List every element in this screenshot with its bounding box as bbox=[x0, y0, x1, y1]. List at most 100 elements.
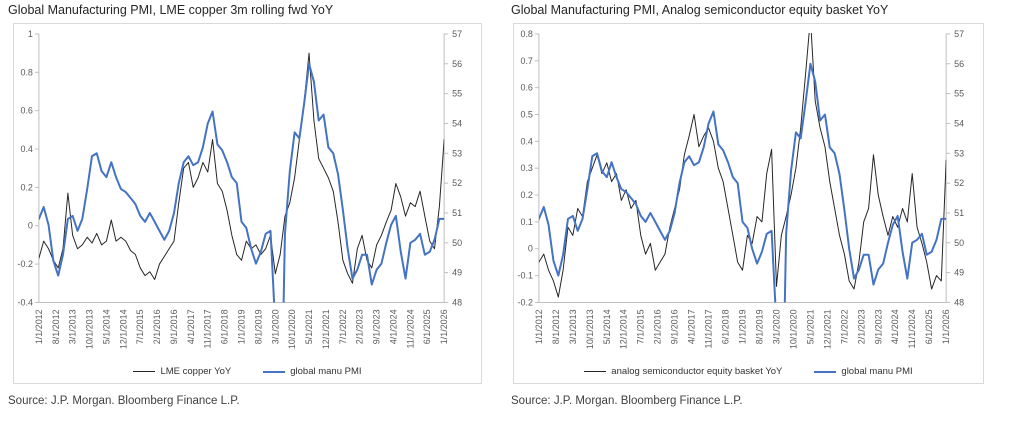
x-axis-tick-label: 1/1/2026 bbox=[439, 309, 449, 344]
left-axis-tick-label: 0.5 bbox=[520, 109, 532, 119]
x-axis-tick-label: 8/1/2012 bbox=[51, 309, 61, 344]
legend-item-analog: analog semiconductor equity basket YoY bbox=[584, 366, 782, 377]
x-axis-tick-label: 11/1/2017 bbox=[203, 309, 213, 348]
x-axis-tick-label: 4/1/2017 bbox=[687, 309, 697, 344]
chart-title-copper: Global Manufacturing PMI, LME copper 3m … bbox=[8, 3, 334, 17]
axes: 1 0.8 0.6 0.4 0.2 0 -0.2 -0.4 57 56 55 54 53 52 51 50 49… bbox=[18, 29, 463, 349]
series-line-analog-semiconductor-equity-basket-yoy bbox=[538, 32, 947, 298]
x-axis-tick-label: 6/1/2025 bbox=[924, 309, 934, 344]
x-axis-tick-label: 2/1/2023 bbox=[856, 309, 866, 344]
x-axis-tick-label: 2/1/2023 bbox=[355, 309, 365, 344]
left-axis-tick-label: 0 bbox=[28, 221, 33, 231]
legend-line-swatch-blue bbox=[814, 370, 837, 373]
left-axis-tick-label: 0.4 bbox=[520, 136, 532, 146]
x-axis-tick-label: 12/1/2014 bbox=[118, 309, 128, 349]
series-line-global-manu-pmi bbox=[538, 62, 947, 303]
x-axis-tick-label: 1/1/2019 bbox=[237, 309, 247, 344]
source-note-left: Source: J.P. Morgan. Bloomberg Finance L… bbox=[8, 395, 240, 407]
right-axis-tick-label: 48 bbox=[954, 297, 964, 307]
x-axis-tick-label: 1/1/2012 bbox=[34, 309, 44, 344]
right-axis-tick-label: 57 bbox=[954, 29, 964, 39]
left-axis-tick-label: 0.8 bbox=[520, 29, 532, 39]
chart-legend-copper: LME copper YoY global manu PMI bbox=[14, 366, 481, 377]
x-axis-tick-label: 10/1/2020 bbox=[287, 309, 297, 349]
legend-label-copper: LME copper YoY bbox=[160, 366, 232, 377]
right-axis-tick-label: 53 bbox=[452, 148, 462, 158]
x-axis-tick-label: 4/1/2024 bbox=[890, 309, 900, 344]
x-axis-tick-label: 12/1/2021 bbox=[321, 309, 331, 349]
right-axis-tick-label: 54 bbox=[452, 118, 462, 128]
right-axis-tick-label: 51 bbox=[452, 208, 462, 218]
chart-plot-copper: 1 0.8 0.6 0.4 0.2 0 -0.2 -0.4 57 56 55 54 53 52 51 50 49… bbox=[18, 29, 463, 349]
x-axis-tick-label: 9/1/2023 bbox=[372, 309, 382, 344]
x-axis-tick-label: 3/1/2013 bbox=[568, 309, 578, 344]
right-axis-tick-label: 51 bbox=[954, 208, 964, 218]
right-axis-tick-label: 56 bbox=[452, 59, 462, 69]
x-axis-tick-label: 5/1/2021 bbox=[304, 309, 314, 344]
left-axis-tick-label: 0.2 bbox=[520, 190, 532, 200]
x-axis-tick-label: 5/1/2014 bbox=[101, 309, 111, 344]
legend-item-copper: LME copper YoY bbox=[133, 366, 231, 377]
right-axis-tick-label: 53 bbox=[954, 148, 964, 158]
x-axis-tick-label: 6/1/2018 bbox=[721, 309, 731, 344]
x-axis-tick-label: 4/1/2017 bbox=[186, 309, 196, 344]
x-axis-tick-label: 6/1/2025 bbox=[422, 309, 432, 344]
x-axis-tick-label: 8/1/2019 bbox=[253, 309, 263, 344]
x-axis-tick-label: 3/1/2020 bbox=[771, 309, 781, 344]
x-axis-tick-label: 8/1/2012 bbox=[551, 309, 561, 344]
left-axis-tick-label: 0.3 bbox=[520, 163, 532, 173]
right-axis-tick-label: 48 bbox=[452, 297, 462, 307]
x-axis-tick-label: 11/1/2024 bbox=[405, 309, 415, 348]
series-line-lme-copper-yoy bbox=[38, 52, 445, 284]
left-axis-tick-label: 1 bbox=[28, 29, 33, 39]
left-axis-tick-label: -0.4 bbox=[18, 297, 33, 307]
x-axis-tick-label: 5/1/2014 bbox=[602, 309, 612, 344]
x-axis-tick-label: 3/1/2020 bbox=[270, 309, 280, 344]
left-axis-tick-label: 0 bbox=[528, 244, 533, 254]
legend-label-pmi: global manu PMI bbox=[290, 366, 362, 377]
x-axis-tick-label: 2/1/2016 bbox=[653, 309, 663, 344]
x-axis-tick-label: 11/1/2024 bbox=[907, 309, 917, 348]
right-axis-tick-label: 56 bbox=[954, 59, 964, 69]
left-axis-tick-label: 0.4 bbox=[20, 144, 32, 154]
x-axis-tick-label: 9/1/2016 bbox=[670, 309, 680, 344]
chart-title-analog: Global Manufacturing PMI, Analog semicon… bbox=[511, 3, 889, 17]
legend-item-pmi: global manu PMI bbox=[263, 366, 362, 377]
x-axis-tick-label: 10/1/2013 bbox=[85, 309, 95, 349]
x-axis-tick-label: 12/1/2021 bbox=[822, 309, 832, 349]
axes: 0.8 0.7 0.6 0.5 0.4 0.3 0.2 0.1 0 -0.1 -0.2 57 56 55 5… bbox=[518, 29, 965, 349]
x-axis-tick-label: 9/1/2016 bbox=[169, 309, 179, 344]
x-axis-tick-label: 2/1/2016 bbox=[152, 309, 162, 344]
left-axis-tick-label: -0.2 bbox=[518, 297, 533, 307]
x-axis-tick-label: 1/1/2026 bbox=[941, 309, 951, 344]
left-axis-tick-label: 0.2 bbox=[20, 182, 32, 192]
x-axis-tick-label: 7/1/2022 bbox=[839, 309, 849, 344]
legend-line-swatch-black bbox=[584, 371, 607, 372]
left-axis-tick-label: -0.2 bbox=[18, 259, 33, 269]
left-axis-tick-label: -0.1 bbox=[518, 271, 533, 281]
x-axis-tick-label: 3/1/2013 bbox=[68, 309, 78, 344]
x-axis-tick-label: 7/1/2015 bbox=[636, 309, 646, 344]
right-axis-tick-label: 49 bbox=[954, 268, 964, 278]
left-axis-tick-label: 0.1 bbox=[520, 217, 532, 227]
x-axis-tick-label: 9/1/2023 bbox=[873, 309, 883, 344]
series-line-global-manu-pmi bbox=[38, 62, 445, 303]
chart-plot-analog: 0.8 0.7 0.6 0.5 0.4 0.3 0.2 0.1 0 -0.1 -0.2 57 56 55 5… bbox=[518, 29, 965, 349]
x-axis-tick-label: 5/1/2021 bbox=[805, 309, 815, 344]
legend-label-analog: analog semiconductor equity basket YoY bbox=[611, 366, 783, 377]
right-axis-tick-label: 50 bbox=[954, 238, 964, 248]
legend-line-swatch-blue bbox=[263, 370, 286, 373]
right-axis-tick-label: 57 bbox=[452, 29, 462, 39]
left-axis-tick-label: 0.7 bbox=[520, 56, 532, 66]
right-axis-tick-label: 55 bbox=[452, 89, 462, 99]
x-axis-tick-label: 7/1/2015 bbox=[135, 309, 145, 344]
x-axis-tick-label: 6/1/2018 bbox=[220, 309, 230, 344]
right-axis-tick-label: 52 bbox=[452, 178, 462, 188]
chart-legend-analog: analog semiconductor equity basket YoY g… bbox=[514, 366, 983, 377]
left-axis-tick-label: 0.6 bbox=[520, 83, 532, 93]
chart-frame-analog: 0.8 0.7 0.6 0.5 0.4 0.3 0.2 0.1 0 -0.1 -0.2 57 56 55 5… bbox=[513, 23, 984, 384]
right-axis-tick-label: 50 bbox=[452, 238, 462, 248]
right-axis-tick-label: 49 bbox=[452, 268, 462, 278]
x-axis-tick-label: 11/1/2017 bbox=[704, 309, 714, 348]
x-axis-tick-label: 10/1/2020 bbox=[788, 309, 798, 349]
